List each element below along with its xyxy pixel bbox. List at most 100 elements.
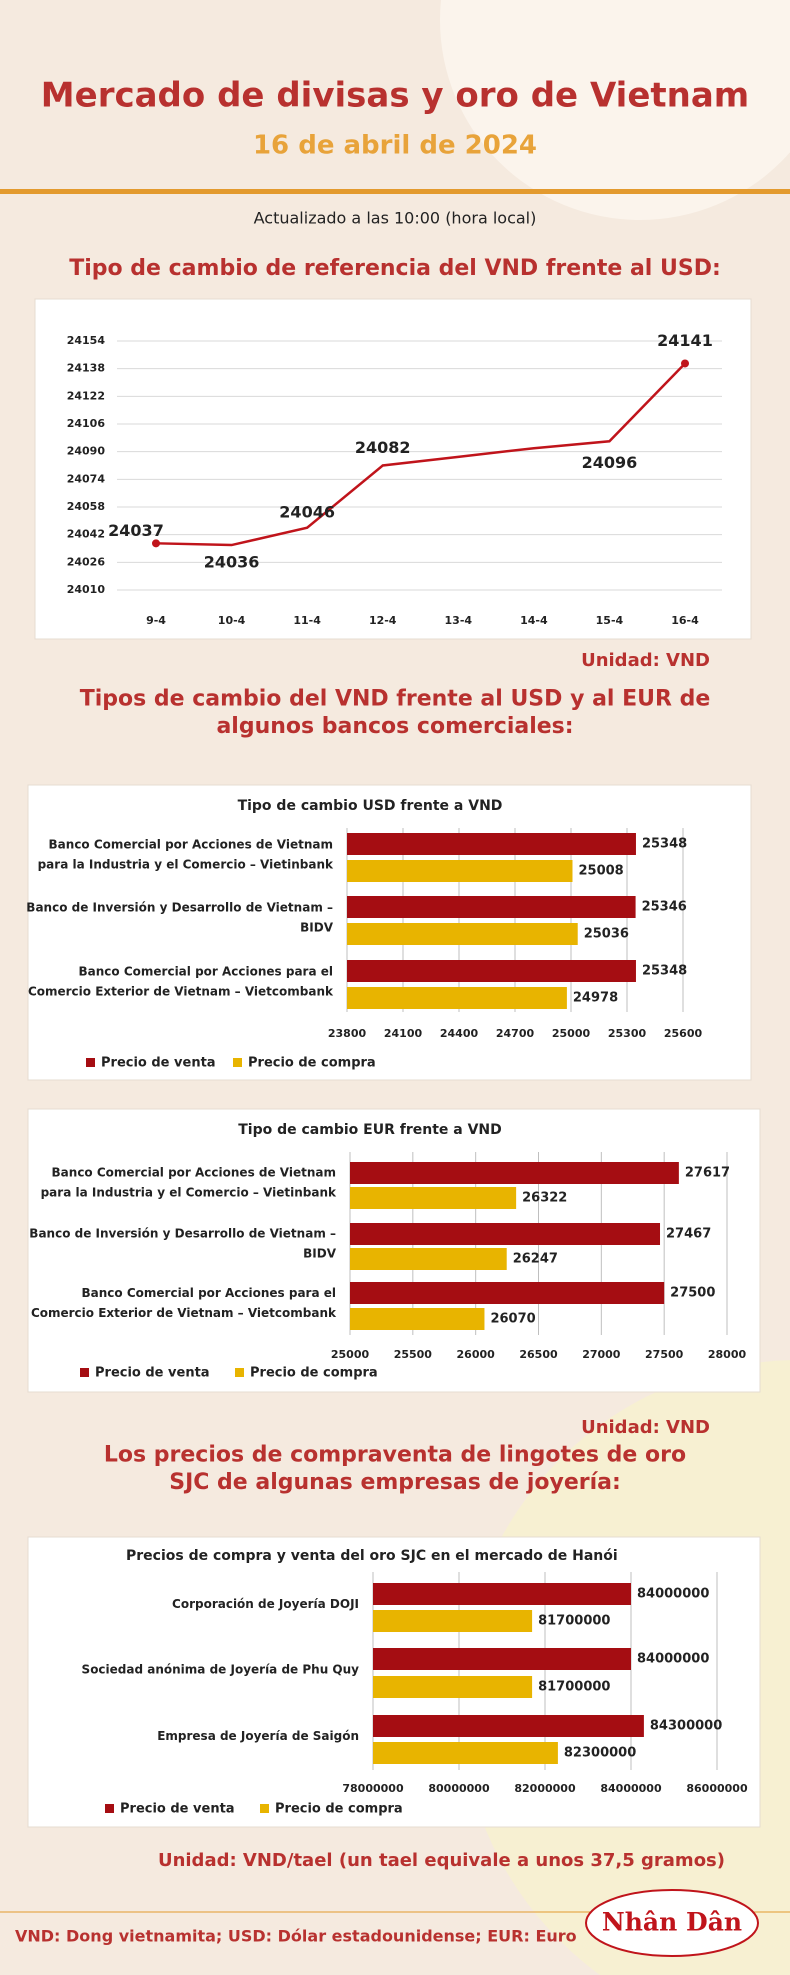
- legend-swatch: [80, 1368, 89, 1377]
- logo: Nhân Dân: [602, 1908, 742, 1937]
- x-tick-label: 11-4: [293, 614, 321, 627]
- x-tick-label: 13-4: [445, 614, 473, 627]
- category-label: Corporación de Joyería DOJI: [172, 1597, 359, 1611]
- x-tick-label: 25500: [394, 1348, 433, 1361]
- y-tick-label: 24106: [67, 417, 106, 430]
- value-label: 81700000: [538, 1680, 610, 1695]
- y-tick-label: 24042: [67, 528, 105, 541]
- legend-swatch: [86, 1058, 95, 1067]
- legend-label: Precio de venta: [95, 1366, 210, 1381]
- y-tick-label: 24026: [67, 555, 106, 568]
- value-label: 24978: [573, 991, 618, 1006]
- bar: [347, 896, 636, 918]
- x-tick-label: 24400: [440, 1027, 479, 1040]
- x-tick-label: 25300: [608, 1027, 647, 1040]
- value-label: 24141: [657, 331, 713, 350]
- bar: [373, 1583, 631, 1605]
- y-tick-label: 24154: [67, 334, 106, 347]
- value-label: 25036: [584, 927, 629, 942]
- value-label: 81700000: [538, 1614, 610, 1629]
- decor-circle: [440, 0, 790, 220]
- page-title: Mercado de divisas y oro de Vietnam: [41, 76, 749, 116]
- value-label: 82300000: [564, 1746, 636, 1761]
- category-label: Sociedad anónima de Joyería de Phu Quy: [82, 1663, 360, 1677]
- x-tick-label: 26500: [519, 1348, 558, 1361]
- bar: [347, 833, 636, 855]
- y-tick-label: 24090: [67, 445, 106, 458]
- y-tick-label: 24058: [67, 500, 105, 513]
- header-rule: [0, 189, 790, 194]
- chart-title: Tipo de cambio EUR frente a VND: [238, 1122, 502, 1138]
- bar: [350, 1162, 679, 1184]
- legend-swatch: [105, 1804, 114, 1813]
- value-label: 24082: [355, 438, 411, 457]
- x-tick-label: 25000: [331, 1348, 370, 1361]
- x-tick-label: 82000000: [514, 1782, 576, 1795]
- x-tick-label: 16-4: [671, 614, 699, 627]
- value-label: 84000000: [637, 1652, 709, 1667]
- value-label: 27500: [670, 1286, 715, 1301]
- section-title: Tipos de cambio del VND frente al USD y …: [80, 686, 711, 739]
- bar: [347, 860, 573, 882]
- legend-label: Precio de venta: [101, 1056, 216, 1071]
- x-tick-label: 24100: [384, 1027, 423, 1040]
- x-tick-label: 9-4: [146, 614, 166, 627]
- logo-frame: [585, 1889, 759, 1957]
- x-tick-label: 86000000: [686, 1782, 748, 1795]
- x-tick-label: 26000: [457, 1348, 496, 1361]
- unit-note: Unidad: VND: [581, 1417, 710, 1438]
- value-label: 24096: [582, 453, 638, 472]
- bar: [373, 1648, 631, 1670]
- legend-label: Precio de compra: [275, 1802, 403, 1817]
- bar: [350, 1308, 485, 1330]
- value-label: 84300000: [650, 1719, 722, 1734]
- category-label: Banco de Inversión y Desarrollo de Vietn…: [26, 900, 333, 934]
- bar: [350, 1187, 517, 1209]
- x-tick-label: 14-4: [520, 614, 548, 627]
- category-label: Banco Comercial por Acciones de Vietnam p…: [38, 837, 334, 871]
- updated-note: Actualizado a las 10:00 (hora local): [254, 209, 537, 228]
- x-tick-label: 10-4: [218, 614, 246, 627]
- x-tick-label: 24700: [496, 1027, 535, 1040]
- bar: [373, 1742, 558, 1764]
- point: [681, 359, 689, 368]
- category-label: Banco Comercial por Acciones para el Come…: [28, 964, 334, 998]
- legend-swatch: [233, 1058, 242, 1067]
- x-tick-label: 78000000: [342, 1782, 404, 1795]
- y-tick-label: 24074: [67, 472, 106, 485]
- footer-note: VND: Dong vietnamita; USD: Dólar estadou…: [15, 1927, 577, 1946]
- category-label: Banco Comercial por Acciones para el Come…: [31, 1286, 337, 1320]
- value-label: 24046: [279, 502, 335, 521]
- bar: [373, 1715, 644, 1737]
- bar: [373, 1610, 533, 1632]
- x-tick-label: 15-4: [596, 614, 624, 627]
- x-tick-label: 27500: [645, 1348, 684, 1361]
- value-label: 25346: [642, 900, 687, 915]
- category-label: Empresa de Joyería de Saigón: [157, 1729, 359, 1743]
- value-label: 26322: [522, 1191, 567, 1206]
- x-tick-label: 27000: [582, 1348, 621, 1361]
- x-tick-label: 23800: [328, 1027, 367, 1040]
- unit-note: Unidad: VND/tael (un tael equivale a uno…: [158, 1850, 725, 1871]
- bar: [350, 1223, 661, 1245]
- legend-swatch: [235, 1368, 244, 1377]
- value-label: 27617: [685, 1166, 730, 1181]
- value-label: 84000000: [637, 1587, 709, 1602]
- data-line: [155, 362, 686, 547]
- bar: [350, 1248, 507, 1270]
- x-tick-label: 25600: [664, 1027, 703, 1040]
- value-label: 27467: [666, 1227, 711, 1242]
- bar: [373, 1676, 533, 1698]
- bar: [347, 960, 636, 982]
- chart-panel: [34, 298, 752, 640]
- category-label: Banco de Inversión y Desarrollo de Vietn…: [29, 1226, 336, 1260]
- value-label: 24036: [204, 553, 260, 572]
- chart-title: Precios de compra y venta del oro SJC en…: [126, 1548, 618, 1564]
- section-title: Tipo de cambio de referencia del VND fre…: [69, 256, 721, 281]
- value-label: 24037: [108, 521, 164, 540]
- unit-note: Unidad: VND: [581, 650, 710, 671]
- chart-title: Tipo de cambio USD frente a VND: [238, 798, 503, 814]
- x-tick-label: 28000: [708, 1348, 747, 1361]
- y-tick-label: 24138: [67, 362, 105, 375]
